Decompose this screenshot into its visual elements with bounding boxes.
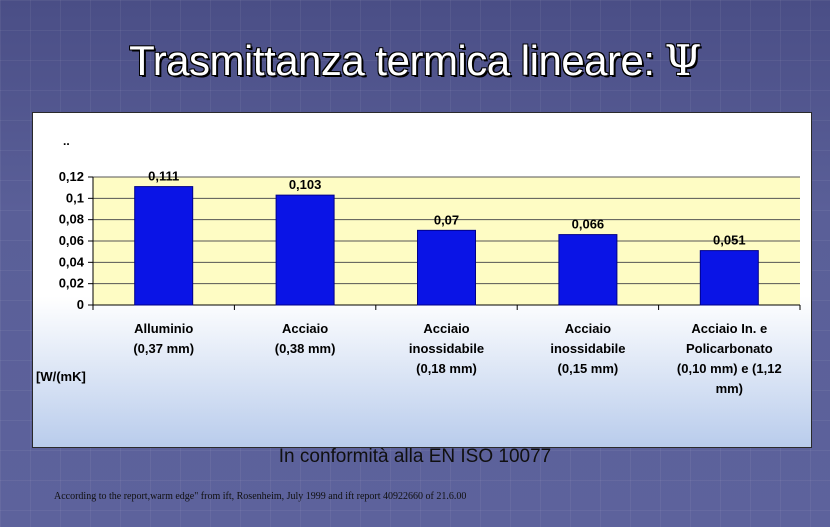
psi-symbol: Ψ [664,36,702,85]
bar-value-label: 0,07 [434,212,459,227]
y-tick-label: 0,1 [66,190,84,205]
category-label: mm) [716,381,743,396]
bar [558,234,618,306]
category-label: (0,18 mm) [416,361,477,376]
bar [134,186,194,306]
bar-value-label: 0,111 [148,169,179,184]
category-label: (0,37 mm) [133,341,194,356]
standard-caption: In conformità alla EN ISO 10077 [278,446,552,467]
y-tick-label: 0,06 [59,233,84,248]
bar-value-label: 0,103 [289,177,322,192]
chart-panel: 0 0,02 0,04 0,06 0,08 0,1 0,12.. [W/(mK] 0,111 Al… [32,112,812,448]
bar-value-label: 0,066 [572,217,605,232]
category-label: (0,15 mm) [558,361,619,376]
bar-chart: 0 0,02 0,04 0,06 0,08 0,1 0,12.. [W/(mK] 0,111 Al… [36,134,801,396]
category-label: Acciaio [565,321,611,336]
y-tick-label: 0 [77,297,84,312]
y-tick-label: 0,02 [59,276,84,291]
category-label: (0,10 mm) e (1,12 [677,361,782,376]
category-label: inossidabile [409,341,484,356]
category-label: Acciaio [423,321,469,336]
y-tick-label: 0,12 [59,169,84,184]
bar [699,250,759,306]
y-tick-label: 0,08 [59,212,84,227]
category-label: Policarbonato [686,341,773,356]
y-axis-label: [W/(mK] [36,369,86,384]
bar-value-label: 0,051 [713,233,746,248]
category-label: (0,38 mm) [275,341,336,356]
source-footnote: According to the report,warm edge" from … [54,491,467,502]
category-label: inossidabile [550,341,625,356]
note-marker: .. [63,134,70,148]
category-label: Alluminio [134,321,193,336]
category-label: Acciaio [282,321,328,336]
slide-title: Trasmittanza termica lineare: Ψ [0,36,830,85]
bar [275,194,335,306]
category-label: Acciaio In. e [691,321,767,336]
bar [417,229,476,306]
y-tick-label: 0,04 [59,254,85,269]
title-text: Trasmittanza termica lineare: [129,37,655,84]
